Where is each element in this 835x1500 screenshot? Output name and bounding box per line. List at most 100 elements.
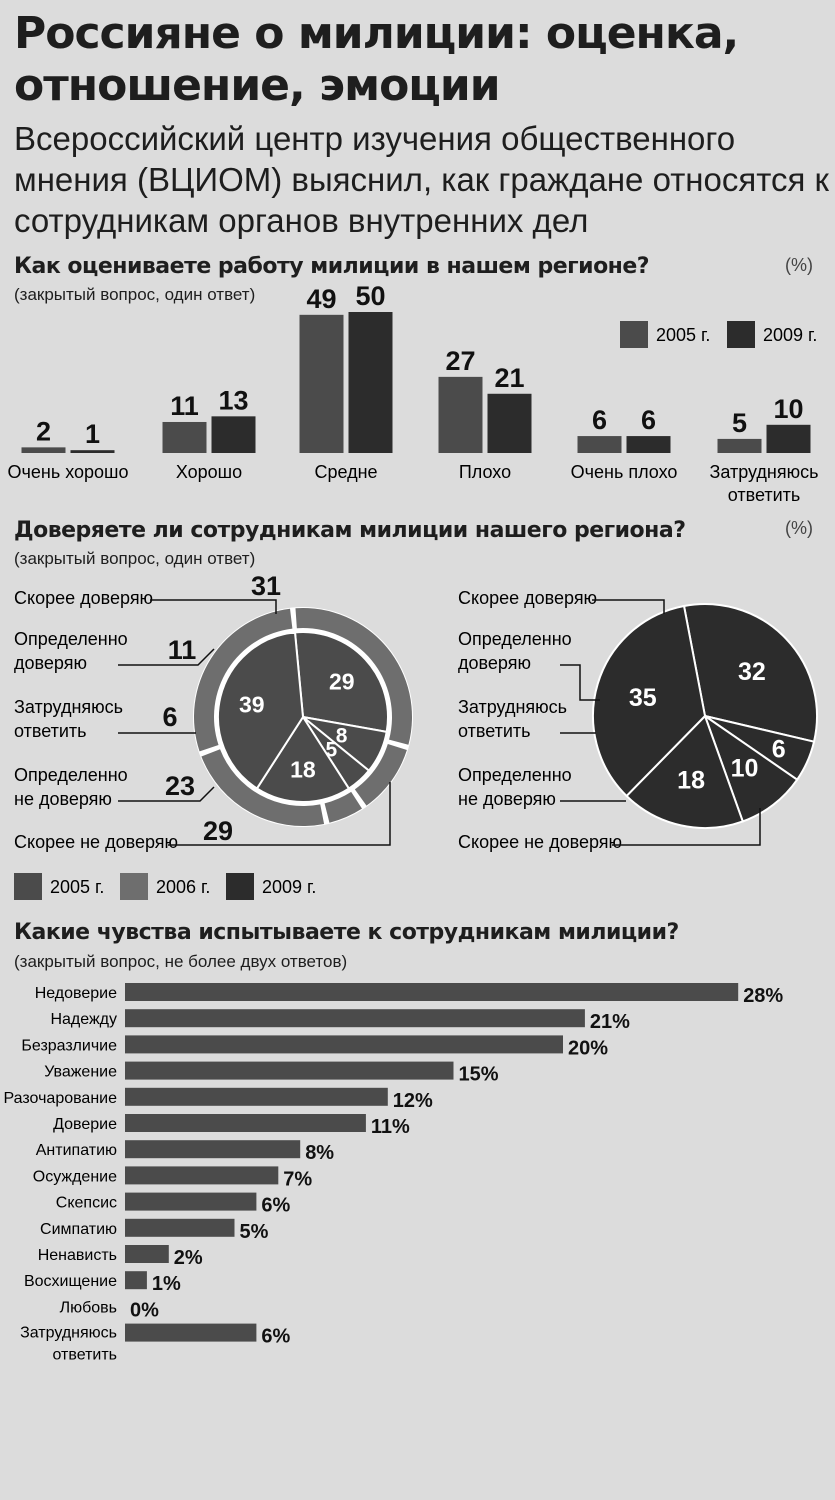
- category-label: Очень хорошо: [8, 462, 129, 482]
- pie-category-label-line: Определенно: [14, 765, 128, 785]
- pie-2009-value: 10: [731, 755, 759, 783]
- pie-2006-value: 29: [203, 816, 233, 846]
- pie-category-label-line: Скорее доверяю: [14, 588, 153, 608]
- hbar: [125, 1271, 147, 1290]
- bar: [299, 314, 344, 453]
- hbar: [125, 1323, 257, 1342]
- leader-line: [118, 648, 215, 666]
- hbar: [125, 1035, 563, 1054]
- pie-category-label: Скорее доверяю: [458, 588, 597, 608]
- page-subtitle: Всероссийский центр изучения общественно…: [14, 120, 829, 239]
- bar: [348, 312, 393, 453]
- hbar: [125, 1140, 301, 1159]
- pie-category-label: Скорее не доверяю: [14, 832, 178, 852]
- category-label: Затрудняюсь ответить: [709, 462, 818, 505]
- pie-2006-value: 23: [165, 771, 195, 801]
- pie-category-label: Определенно доверяю: [14, 629, 128, 673]
- pie-2009-slice: [625, 714, 745, 829]
- bar: [211, 416, 256, 453]
- bar-value-label: 13: [218, 385, 248, 415]
- leader-line: [118, 786, 215, 802]
- section2-unit: (%): [785, 518, 813, 538]
- bar-value-label: 49: [306, 284, 336, 314]
- bar: [626, 436, 671, 453]
- bar-category-label-line: Затрудняюсь: [20, 1325, 117, 1342]
- bar-category-label: Доверие: [53, 1116, 117, 1133]
- pie-2005-value: 8: [336, 725, 348, 748]
- hbar-value-label: 15%: [459, 1064, 499, 1086]
- bar-category-label: Скепсис: [56, 1195, 117, 1212]
- bar-category-label-line: ответить: [53, 1347, 118, 1364]
- pie-category-label-line: доверяю: [458, 653, 531, 673]
- pie-category-label-line: Скорее доверяю: [458, 588, 597, 608]
- pie-category-label-line: ответить: [458, 721, 531, 741]
- leader-line: [592, 599, 665, 614]
- legend-label: 2006 г.: [156, 877, 210, 897]
- legend-swatch: [620, 321, 648, 348]
- legend-swatch: [120, 873, 148, 900]
- bar-category-label: Затрудняюсь ответить: [20, 1325, 117, 1364]
- pie-2005-slice: [293, 631, 389, 733]
- hbar-value-label: 12%: [393, 1090, 433, 1112]
- pie-2009-value: 18: [677, 766, 705, 794]
- bar: [438, 376, 483, 453]
- bar-category-label: Надежду: [50, 1011, 117, 1028]
- pie-2006-value: 31: [251, 571, 281, 601]
- pie-category-label: Затрудняюсь ответить: [14, 697, 123, 741]
- legend-label: 2005 г.: [50, 877, 104, 897]
- hbar: [125, 1087, 388, 1106]
- pie-2006-value: 6: [162, 702, 177, 732]
- pie-2006-slice: [354, 743, 407, 806]
- bar-category-label: Симпатию: [40, 1221, 117, 1238]
- hbar-value-label: 21%: [590, 1011, 630, 1033]
- bar-category-label: Восхищение: [24, 1273, 117, 1290]
- bar-value-label: 2: [36, 416, 51, 446]
- bar-category-label: Ненависть: [38, 1247, 117, 1264]
- legend-label: 2009 г.: [262, 877, 316, 897]
- bar-category-label: Разочарование: [4, 1090, 118, 1107]
- hbar-value-label: 8%: [305, 1142, 334, 1164]
- pie-category-label: Скорее не доверяю: [458, 832, 622, 852]
- section1-note: (закрытый вопрос, один ответ): [14, 285, 256, 304]
- bar: [577, 436, 622, 453]
- category-label-line: Затрудняюсь: [709, 462, 818, 482]
- hbar-value-label: 2%: [174, 1247, 203, 1269]
- legend-label: 2009 г.: [763, 325, 817, 345]
- bar-value-label: 6: [641, 405, 656, 435]
- page-title: Россияне о милиции: оценка, отношение, э…: [14, 8, 739, 111]
- pie-2006-slice: [201, 749, 325, 826]
- bar: [766, 424, 811, 453]
- hbar-value-label: 11%: [371, 1116, 410, 1138]
- category-label-line: Очень хорошо: [8, 462, 129, 482]
- pie-category-label-line: доверяю: [14, 653, 87, 673]
- category-label-line: Очень плохо: [571, 462, 678, 482]
- hbar-value-label: 6%: [261, 1326, 290, 1348]
- bar-value-label: 1: [85, 419, 100, 449]
- pie-category-label-line: Затрудняюсь: [458, 697, 567, 717]
- pie-category-label: Определенно доверяю: [458, 629, 572, 673]
- section2-title: Доверяете ли сотрудникам милиции нашего …: [14, 518, 686, 543]
- section2-note: (закрытый вопрос, один ответ): [14, 549, 256, 568]
- bar-category-label: Любовь: [60, 1299, 117, 1316]
- hbar-value-label: 0%: [130, 1299, 159, 1321]
- hbar: [125, 1166, 279, 1185]
- category-label-line: Средне: [314, 462, 377, 482]
- legend-swatch: [226, 873, 254, 900]
- pie-category-label-line: ответить: [14, 721, 87, 741]
- hbar: [125, 1192, 257, 1211]
- bar: [70, 450, 115, 453]
- bar-value-label: 27: [445, 346, 475, 376]
- bar-category-label: Недоверие: [35, 985, 117, 1002]
- pie-category-label-line: Определенно: [458, 765, 572, 785]
- section1-unit: (%): [785, 255, 813, 275]
- pie-2009-slice: [682, 603, 818, 743]
- bar-value-label: 5: [732, 408, 747, 438]
- pie-category-label: Определенно не доверяю: [14, 765, 128, 809]
- bar: [487, 393, 532, 453]
- pie-2005-value: 29: [329, 668, 355, 694]
- pie-category-label-line: не доверяю: [458, 789, 556, 809]
- bar-value-label: 11: [170, 391, 199, 421]
- pie-2005-slice: [217, 631, 305, 790]
- pie-category-label-line: Затрудняюсь: [14, 697, 123, 717]
